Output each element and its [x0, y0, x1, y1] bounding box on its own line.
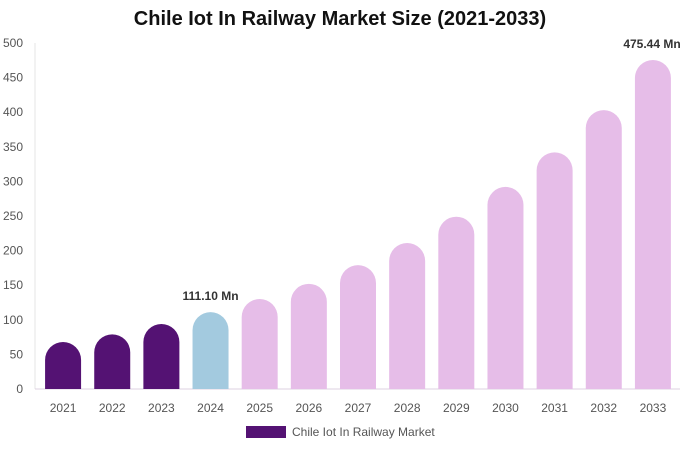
legend-label: Chile Iot In Railway Market — [292, 425, 435, 439]
bar-2030 — [487, 186, 524, 389]
chart-title: Chile Iot In Railway Market Size (2021-2… — [133, 8, 547, 30]
x-tick-label: 2027 — [345, 401, 372, 415]
x-tick-label: 2025 — [246, 401, 273, 415]
x-tick-label: 2032 — [590, 401, 617, 415]
x-tick-label: 2033 — [640, 401, 667, 415]
bar-2021 — [45, 341, 82, 389]
x-tick-label: 2024 — [197, 401, 224, 415]
x-tick-label: 2023 — [148, 401, 175, 415]
bar-2026 — [290, 283, 327, 389]
data-label: 475.44 Mn — [623, 37, 680, 51]
bar-2028 — [389, 242, 426, 389]
y-tick-label: 450 — [3, 71, 23, 85]
y-tick-label: 200 — [3, 244, 23, 258]
x-tick-label: 2021 — [50, 401, 77, 415]
bar-2022 — [94, 334, 131, 389]
bar-2024 — [192, 312, 229, 389]
bar-2027 — [340, 265, 376, 389]
bar-2033 — [634, 59, 671, 390]
y-tick-label: 0 — [16, 382, 23, 396]
y-tick-label: 250 — [3, 209, 23, 223]
bar-2031 — [536, 152, 573, 389]
bar-2032 — [585, 110, 622, 389]
data-label: 111.10 Mn — [183, 289, 239, 303]
y-tick-label: 100 — [3, 313, 23, 327]
y-tick-label: 150 — [3, 278, 23, 292]
x-tick-label: 2022 — [99, 401, 126, 415]
y-tick-label: 400 — [3, 105, 23, 119]
y-tick-label: 300 — [3, 174, 23, 188]
x-tick-label: 2031 — [541, 401, 568, 415]
legend: Chile Iot In Railway Market — [246, 425, 435, 439]
x-tick-label: 2026 — [295, 401, 322, 415]
y-tick-label: 350 — [3, 140, 23, 154]
bar-2029 — [438, 216, 475, 389]
y-tick-label: 50 — [10, 347, 24, 361]
x-tick-label: 2029 — [443, 401, 470, 415]
x-tick-label: 2030 — [492, 401, 519, 415]
y-tick-label: 500 — [3, 36, 23, 50]
bar-2025 — [241, 299, 278, 389]
legend-swatch — [246, 426, 286, 438]
bar-2023 — [143, 323, 180, 389]
x-tick-label: 2028 — [394, 401, 421, 415]
